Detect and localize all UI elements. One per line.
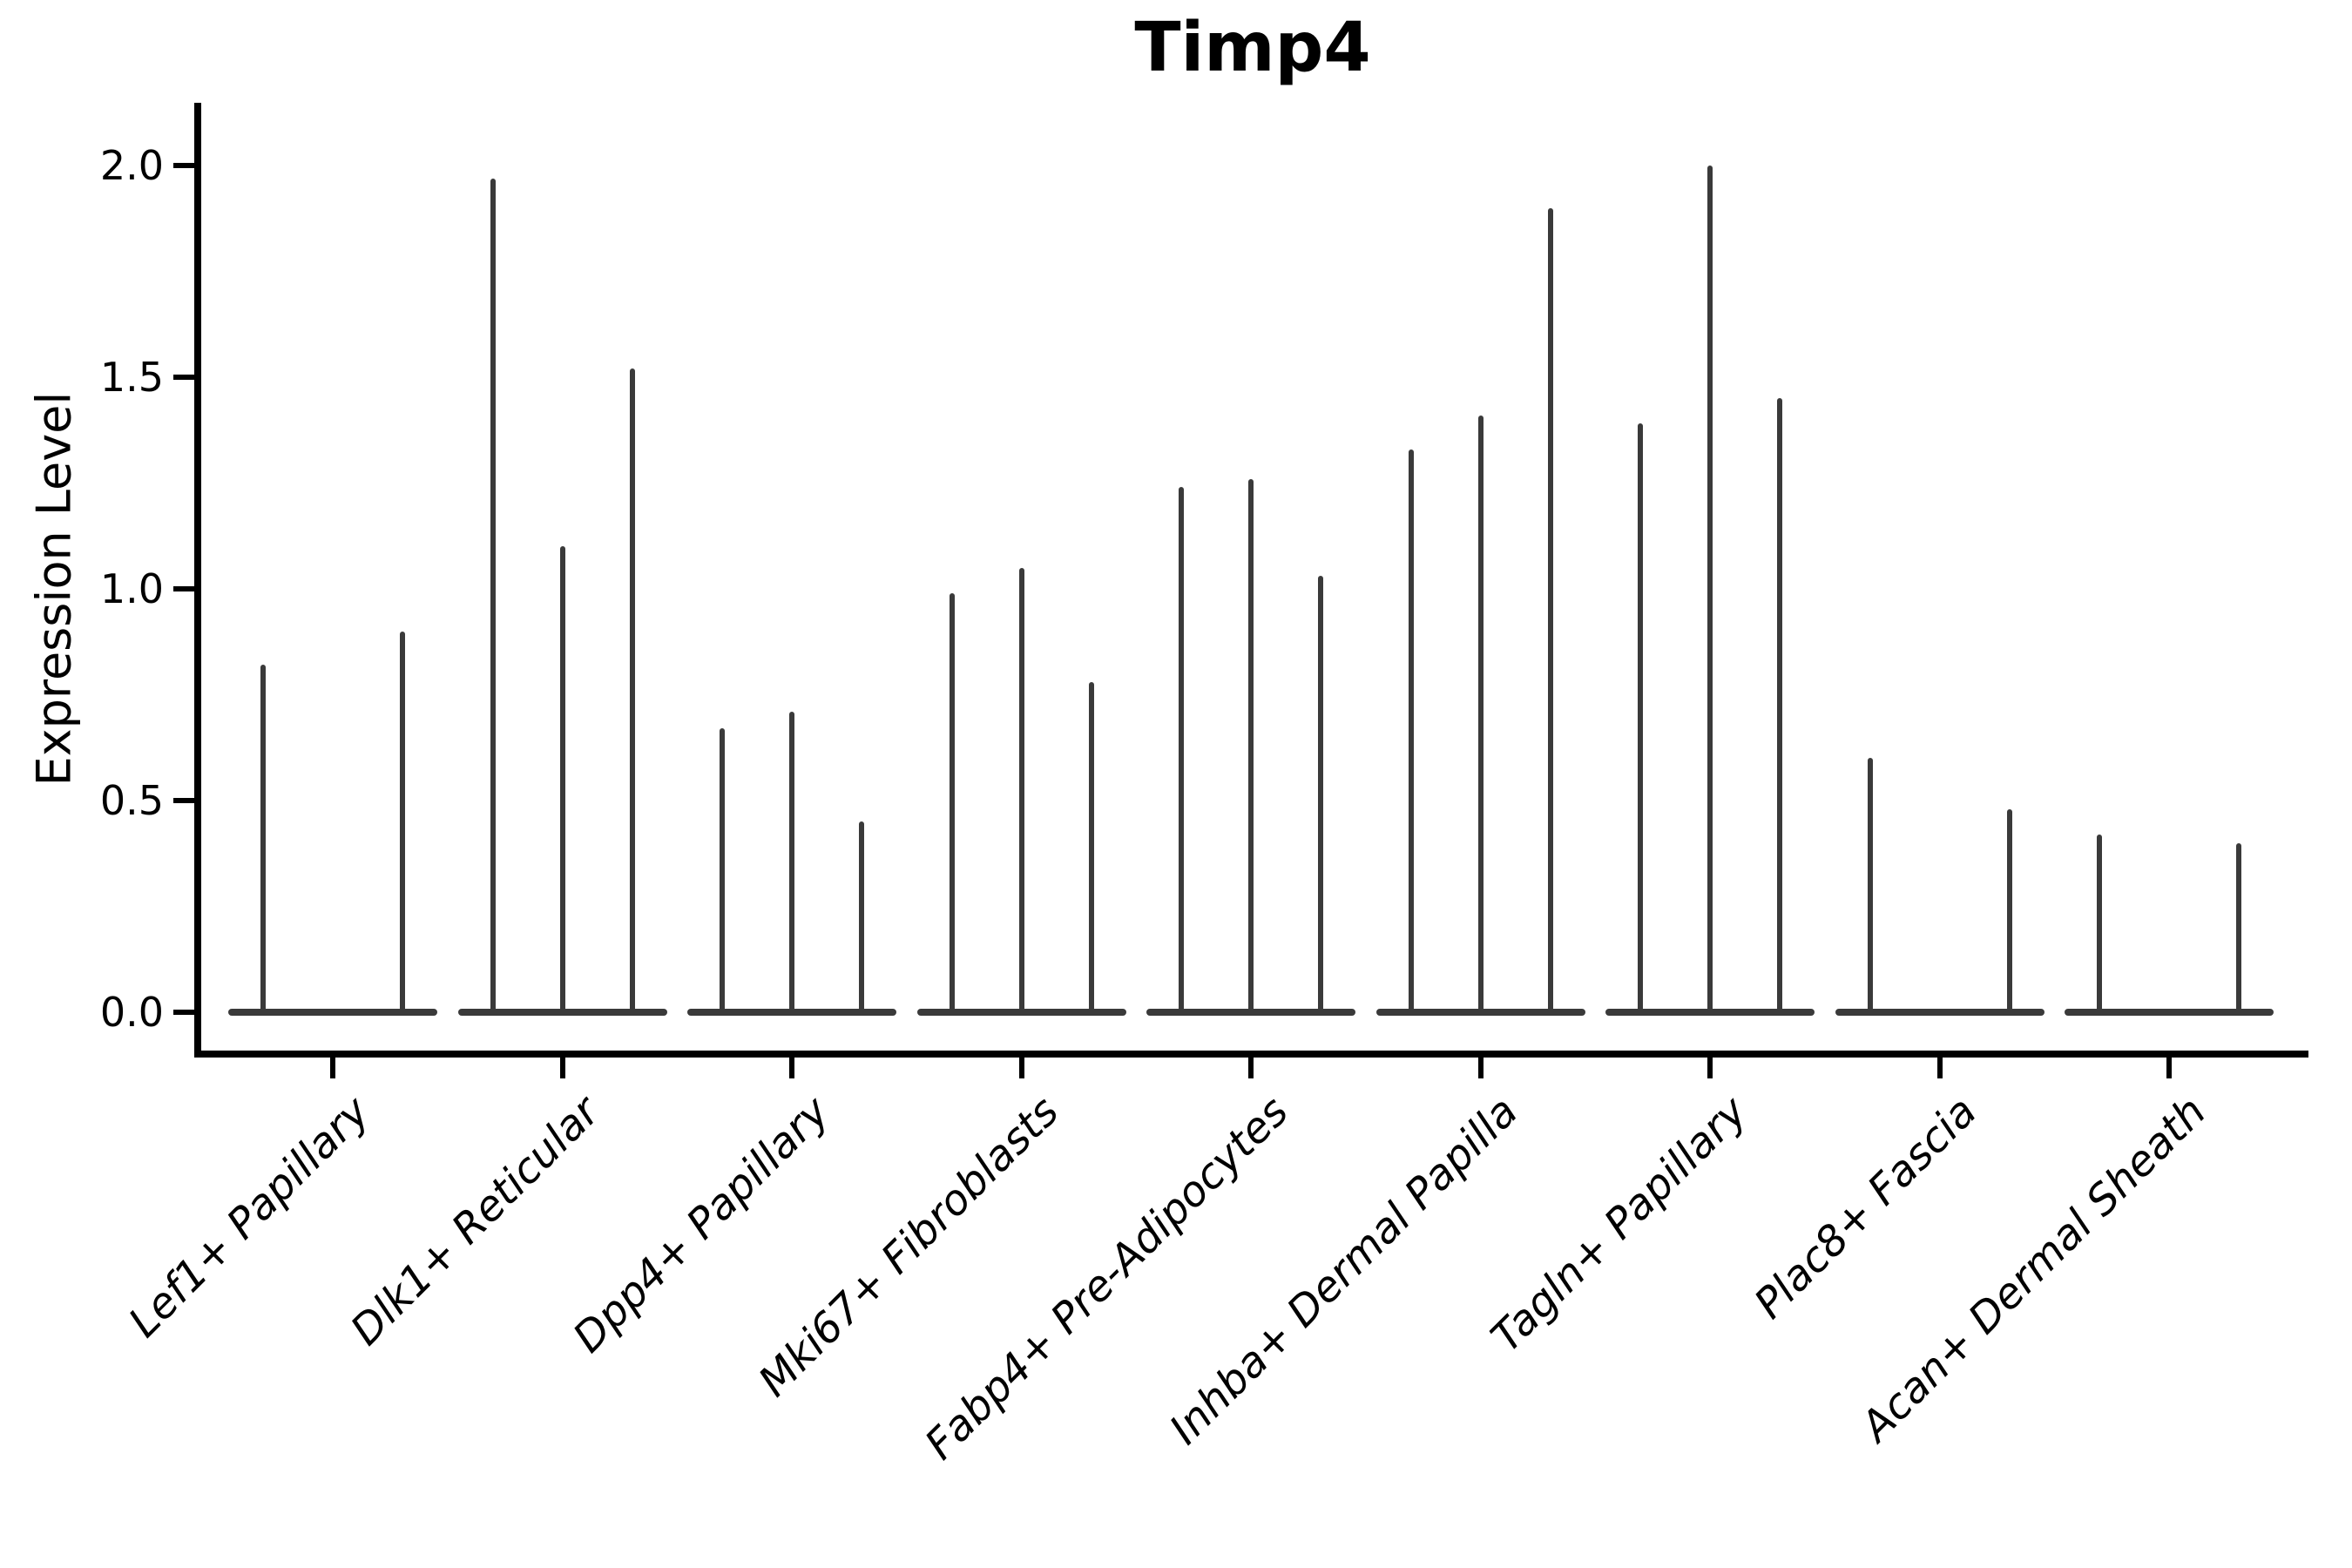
x-tick-mark [789, 1058, 794, 1078]
violin-spike [2006, 808, 2012, 1012]
violin-spike [1408, 449, 1414, 1012]
y-tick-label: 0.0 [99, 989, 164, 1036]
violin-spike [1179, 487, 1184, 1012]
y-tick-label: 1.5 [99, 354, 164, 401]
violin-spike [629, 368, 635, 1012]
y-tick-label: 0.5 [99, 777, 164, 824]
x-tick-mark [1477, 1058, 1484, 1078]
violin-spike [1707, 166, 1713, 1012]
x-tick-mark [330, 1058, 335, 1078]
chart-title: Timp4 [1134, 9, 1371, 87]
violin-spike [1547, 207, 1553, 1012]
x-tick-label: Fabp4+ Pre-Adipocytes [916, 1087, 1298, 1470]
y-tick-mark [173, 586, 194, 591]
violin-spike [859, 821, 864, 1012]
violin-spike [1248, 478, 1254, 1012]
y-tick-mark [173, 163, 194, 168]
violin-spike [400, 631, 405, 1012]
y-tick-label: 1.0 [99, 565, 164, 612]
x-tick-label: Lef1+ Papillary [119, 1087, 380, 1348]
x-tick-label: Tagln+ Papillary [1482, 1087, 1757, 1362]
y-tick-mark [173, 375, 194, 380]
violin-spike [789, 711, 794, 1012]
y-tick-mark [173, 1010, 194, 1015]
violin-spike [2097, 834, 2102, 1012]
violin-baseline [1605, 1009, 1815, 1016]
violin-spike [260, 665, 266, 1012]
violin-baseline [916, 1009, 1126, 1016]
violin-baseline [228, 1009, 437, 1016]
x-tick-mark [1707, 1058, 1713, 1078]
violin-spike [1777, 398, 1782, 1012]
x-tick-mark [1936, 1058, 1943, 1078]
violin-spike [1318, 576, 1323, 1012]
violin-baseline [2065, 1009, 2274, 1016]
y-tick-label: 2.0 [99, 142, 164, 189]
violin-spike [1477, 415, 1484, 1012]
x-tick-mark [559, 1058, 565, 1078]
x-tick-label: Dpp4+ Papillary [564, 1087, 839, 1362]
violin-spike [1018, 567, 1024, 1012]
violin-spike [1088, 681, 1094, 1012]
violin-spike [559, 546, 565, 1012]
violin-baseline [457, 1009, 667, 1016]
violin-spike [949, 592, 955, 1012]
x-axis-spine [194, 1051, 2308, 1058]
violin-baseline [687, 1009, 896, 1016]
violin-spike [720, 728, 725, 1012]
x-tick-mark [1248, 1058, 1254, 1078]
violin-baseline [1375, 1009, 1585, 1016]
x-tick-mark [2166, 1058, 2172, 1078]
x-tick-label: Plac8+ Fascia [1745, 1087, 1987, 1328]
y-axis-spine [194, 103, 201, 1058]
x-tick-mark [1018, 1058, 1024, 1078]
violin-spike [1867, 758, 1873, 1012]
violin-spike [2236, 842, 2241, 1012]
x-tick-label: Dlk1+ Reticular [341, 1087, 610, 1355]
y-tick-mark [173, 798, 194, 803]
violin-baseline [1146, 1009, 1355, 1016]
violin-spike [490, 178, 496, 1012]
violin-spike [1638, 423, 1643, 1012]
violin-baseline [1835, 1009, 2044, 1016]
